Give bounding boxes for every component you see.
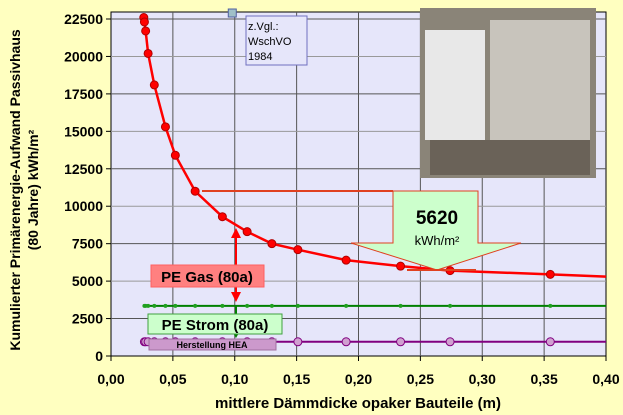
- y-tick-label: 10000: [64, 198, 103, 214]
- data-point-gas: [149, 80, 159, 90]
- data-point-gas: [267, 239, 277, 249]
- x-tick-label: 0,30: [469, 371, 496, 387]
- gas-label: PE Gas (80a): [161, 269, 253, 286]
- data-point-strom: [245, 303, 250, 308]
- data-point-strom: [173, 303, 178, 308]
- y-axis-label-line-1: Kumulierter Primärenergie-Aufwand Passiv…: [7, 29, 23, 351]
- reference-label-line-1: z.Vgl.:: [248, 21, 279, 33]
- y-tick-label: 17500: [64, 86, 103, 102]
- data-point-gas: [141, 26, 151, 36]
- y-axis-label-line-2: (80 Jahre) kWh/m²: [25, 129, 41, 250]
- data-point-hea: [293, 337, 303, 347]
- hea-label-box: [148, 338, 277, 351]
- data-point-strom: [344, 303, 349, 308]
- data-point-strom: [146, 303, 151, 308]
- gas-arrowhead-down: [231, 292, 241, 302]
- gas-label-box: [150, 264, 265, 288]
- data-point-hea: [445, 337, 455, 347]
- data-point-gas: [242, 227, 252, 237]
- data-point-gas: [143, 48, 153, 58]
- data-point-gas: [545, 269, 555, 279]
- y-tick-label: 2500: [72, 311, 103, 327]
- data-point-gas: [396, 261, 406, 271]
- data-point-strom: [548, 303, 553, 308]
- annotation-value: 5620: [416, 208, 458, 229]
- y-tick-label: 7500: [72, 236, 103, 252]
- y-tick-label: 12500: [64, 161, 103, 177]
- x-tick-label: 0,25: [407, 371, 434, 387]
- data-point-gas: [170, 150, 180, 160]
- data-point-gas: [160, 122, 170, 132]
- annotation-arrow: [350, 190, 522, 271]
- data-point-gas: [139, 17, 149, 27]
- x-tick-label: 0,35: [531, 371, 558, 387]
- x-tick-label: 0,40: [592, 371, 619, 387]
- x-tick-label: 0,05: [159, 371, 186, 387]
- photo-wall: [490, 20, 590, 140]
- y-tick-label: 5000: [72, 273, 103, 289]
- reference-label-line-3: 1984: [248, 51, 272, 63]
- strom-label-box: [147, 313, 283, 335]
- data-point-gas: [293, 245, 303, 255]
- x-axis-label: mittlere Dämmdicke opaker Bauteile (m): [215, 395, 501, 412]
- data-point-strom: [295, 303, 300, 308]
- data-point-strom: [193, 303, 198, 308]
- photo-floor: [430, 140, 590, 175]
- data-point-strom: [448, 303, 453, 308]
- y-tick-label: 0: [95, 348, 103, 364]
- data-point-strom: [152, 303, 157, 308]
- y-tick-label: 20000: [64, 48, 103, 64]
- x-tick-label: 0,15: [283, 371, 310, 387]
- data-point-strom: [163, 303, 168, 308]
- y-tick-label: 15000: [64, 123, 103, 139]
- data-point-hea: [545, 337, 555, 347]
- x-tick-label: 0,10: [221, 371, 248, 387]
- strom-label: PE Strom (80a): [162, 317, 269, 334]
- data-point-gas: [341, 255, 351, 265]
- data-point-hea: [341, 337, 351, 347]
- data-point-strom: [220, 303, 225, 308]
- reference-label-line-2: WschVO: [248, 36, 292, 48]
- photo-insulation-block: [425, 30, 485, 140]
- gas-arrowhead-up: [231, 228, 241, 238]
- reference-label-box: [245, 15, 308, 66]
- data-point-gas: [217, 212, 227, 222]
- data-point-strom: [398, 303, 403, 308]
- annotation-unit: kWh/m²: [415, 233, 460, 248]
- hea-label: Herstellung HEA: [176, 340, 248, 350]
- data-point-gas: [190, 186, 200, 196]
- x-tick-label: 0,20: [345, 371, 372, 387]
- reference-marker: [227, 8, 237, 18]
- x-tick-label: 0,00: [97, 371, 124, 387]
- data-point-strom: [269, 303, 274, 308]
- y-tick-label: 22500: [64, 11, 103, 27]
- data-point-hea: [396, 337, 406, 347]
